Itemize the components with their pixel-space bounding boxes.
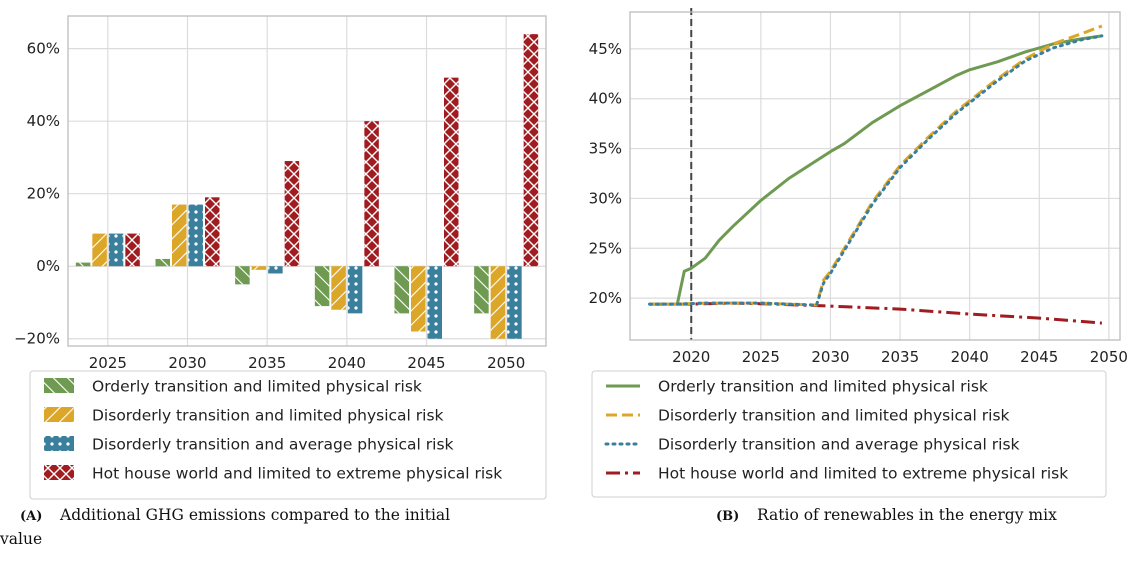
legend-label: Orderly transition and limited physical …: [92, 378, 422, 396]
legend-label: Disorderly transition and average physic…: [658, 436, 1020, 454]
bar-chart-legend: Orderly transition and limited physical …: [29, 370, 547, 500]
caption-b-line-1: Ratio of renewables in the energy mix: [757, 506, 1057, 524]
bar-chart-ticks: −20% 0% 20% 40% 60% 2025 2030 2035 2040 2045 2050: [14, 40, 525, 372]
legend-box: [29, 370, 547, 500]
y-tick-label: 0%: [36, 257, 60, 275]
caption-a: (A) Additional GHG emissions compared to…: [0, 506, 450, 548]
x-tick-label: 2030: [168, 354, 206, 372]
caption-a-line-2: value: [0, 530, 42, 548]
caption-b-tag: (B): [716, 509, 739, 524]
panel-a: −20%0%20%40%60%2025 2030 2035 2040 2045 2050 …: [14, 15, 547, 500]
line-chart-grid: [630, 12, 1120, 340]
bar-hatch: [331, 266, 346, 310]
caption-a-line-1: Additional GHG emissions compared to the…: [59, 506, 450, 524]
line-chart-ticks: 20% 25% 30% 35% 40% 45% 2020 2025 2030 2035 2040 20…: [589, 40, 1128, 366]
bar-chart-frame: [67, 15, 547, 347]
line-chart-legend: Orderly transition and limited physical …: [591, 370, 1107, 498]
y-tick-label: 25%: [589, 239, 622, 257]
bar-hatch: [394, 266, 409, 314]
line-chart-frame: [629, 11, 1121, 341]
legend-label: Disorderly transition and limited physic…: [658, 407, 1010, 425]
y-tick-label: 40%: [27, 112, 60, 130]
bar-hatch: [507, 266, 522, 339]
bar-hatch: [235, 266, 250, 285]
bar-hatch: [172, 204, 187, 267]
bar-hatch: [75, 262, 91, 267]
bar-hatch: [490, 266, 506, 339]
y-tick-label: 30%: [589, 189, 622, 207]
bar-hatch: [205, 197, 220, 267]
line-chart-series: [648, 8, 1104, 340]
x-tick-label: 2045: [407, 354, 445, 372]
x-tick-label: 2040: [328, 354, 366, 372]
bar-hatch: [125, 233, 140, 267]
x-tick-label: 2040: [951, 348, 989, 366]
x-tick-label: 2035: [881, 348, 919, 366]
y-tick-label: 35%: [589, 140, 622, 158]
bar-hatch: [284, 161, 300, 267]
legend-swatch-hatch: [44, 378, 74, 393]
x-tick-label: 2020: [672, 348, 710, 366]
x-tick-label: 2050: [1090, 348, 1128, 366]
legend-swatch-hatch: [44, 407, 74, 422]
panel-b: 20% 25% 30% 35% 40% 45% 2020 2025 2030 2035 2040 20…: [589, 8, 1128, 498]
legend-label: Hot house world and limited to extreme p…: [658, 465, 1068, 483]
bar-hatch: [523, 34, 539, 267]
y-tick-label: 60%: [27, 40, 60, 58]
bar-hatch: [474, 266, 489, 314]
bar-hatch: [188, 204, 203, 267]
x-tick-label: 2025: [742, 348, 780, 366]
bar-hatch: [347, 266, 363, 314]
legend-swatch-hatch: [44, 465, 74, 480]
bar-chart-grid: [68, 16, 546, 346]
series-line: [649, 34, 1103, 306]
y-tick-label: 20%: [589, 289, 622, 307]
series-line: [648, 34, 1104, 307]
bar-hatch: [155, 258, 170, 267]
series-line: [649, 24, 1103, 307]
legend-label: Hot house world and limited to extreme p…: [92, 465, 502, 483]
bar-chart-bars: [75, 34, 539, 339]
bar-hatch: [251, 266, 267, 270]
y-tick-label: 40%: [589, 90, 622, 108]
legend-swatch-hatch: [44, 436, 74, 451]
legend-label: Disorderly transition and limited physic…: [92, 407, 444, 425]
x-tick-label: 2045: [1020, 348, 1058, 366]
bar-hatch: [314, 266, 330, 307]
legend-label: Disorderly transition and average physic…: [92, 436, 454, 454]
bar-hatch: [427, 266, 442, 339]
caption-a-tag: (A): [20, 509, 42, 524]
y-tick-label: 20%: [27, 185, 60, 203]
legend-box: [591, 370, 1107, 498]
y-tick-label: 45%: [589, 40, 622, 58]
x-tick-label: 2030: [811, 348, 849, 366]
x-tick-label: 2050: [487, 354, 525, 372]
bar-hatch: [364, 121, 379, 267]
y-tick-label: −20%: [14, 330, 60, 348]
bar-hatch: [444, 77, 459, 267]
bar-hatch: [92, 233, 107, 267]
legend-label: Orderly transition and limited physical …: [658, 378, 988, 396]
bar-hatch: [108, 233, 124, 267]
x-tick-label: 2025: [89, 354, 127, 372]
bar-hatch: [268, 266, 283, 274]
caption-b: (B) Ratio of renewables in the energy mi…: [716, 506, 1057, 524]
x-tick-label: 2035: [248, 354, 286, 372]
series-line: [649, 301, 1103, 325]
bar-hatch: [411, 266, 426, 332]
